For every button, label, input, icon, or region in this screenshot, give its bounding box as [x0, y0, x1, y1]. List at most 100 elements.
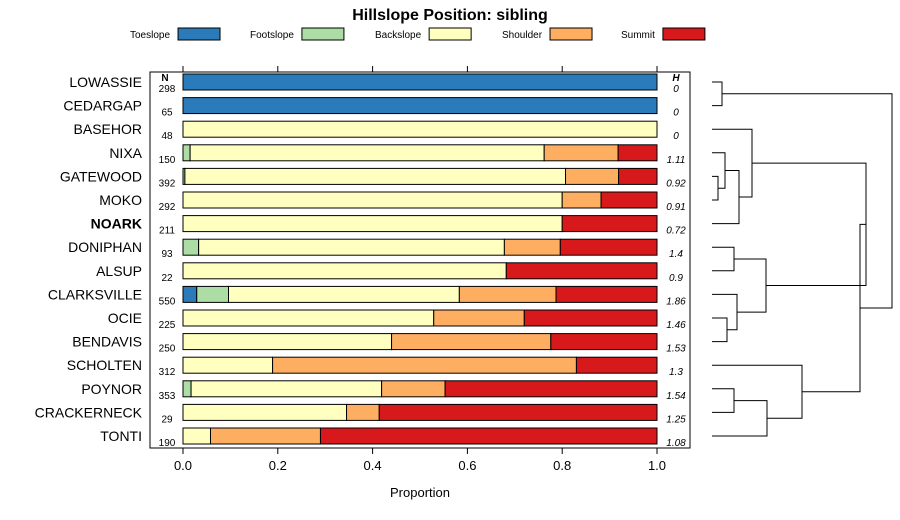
bar-segment-backslope: [198, 238, 505, 256]
legend-swatch-footslope: [301, 27, 345, 41]
legend: Toeslope Footslope Backslope Shoulder Summit: [130, 27, 706, 41]
chart-title: Hillslope Position: sibling: [352, 7, 548, 24]
legend-label-toeslope: Toeslope: [130, 30, 170, 41]
bar-segment-backslope: [182, 215, 563, 233]
row-n-value: 22: [161, 273, 173, 284]
bar-segment-backslope: [182, 333, 393, 351]
x-tick-label: 0.0: [174, 458, 192, 473]
legend-label-backslope: Backslope: [375, 30, 422, 41]
x-axis: 0.0 0.2 0.4 0.6 0.8 1.0: [174, 66, 666, 473]
legend-label-summit: Summit: [621, 30, 655, 41]
dendrogram-branch: [722, 93, 893, 309]
row-h-value: 0: [673, 84, 679, 95]
bar-segment-backslope: [190, 380, 383, 398]
row-label: MOKO: [99, 192, 142, 208]
bar-segment-summit: [319, 427, 658, 445]
row-n-value: 550: [159, 296, 176, 307]
bar-segment-shoulder: [391, 333, 552, 351]
bar-segment-summit: [505, 262, 658, 280]
bar-segment-shoulder: [272, 356, 577, 374]
row-n-value: 292: [159, 202, 176, 213]
row-h-value: 1.11: [667, 155, 686, 166]
legend-swatch-backslope: [428, 27, 472, 41]
dendrogram-branch: [802, 223, 866, 393]
row-n-value: 312: [159, 367, 176, 378]
bar-segment-shoulder: [209, 427, 321, 445]
bar-segment-backslope: [182, 403, 348, 421]
bar-segment-toeslope: [182, 285, 198, 303]
bar-segment-footslope: [196, 285, 230, 303]
plot-frame: [149, 71, 691, 449]
dendrogram-branch: [752, 162, 867, 287]
bar-segment-backslope: [182, 120, 658, 138]
bar-segment-footslope: [182, 144, 191, 162]
row-n-value: 298: [159, 84, 176, 95]
legend-swatch-toeslope: [177, 27, 221, 41]
bar-segment-summit: [600, 191, 658, 209]
row-label: ALSUP: [96, 263, 142, 279]
bar-segment-summit: [618, 167, 658, 185]
dendrogram-branch: [712, 400, 768, 437]
legend-label-footslope: Footslope: [250, 30, 294, 41]
row-n-value: 93: [161, 249, 173, 260]
row-label: LOWASSIE: [69, 74, 142, 90]
x-axis-label: Proportion: [390, 485, 450, 500]
dendrogram-branch: [712, 293, 738, 331]
dendrogram: [712, 81, 893, 437]
dendrogram-branch: [734, 258, 767, 313]
row-h-value: 1.08: [666, 438, 686, 449]
dendrogram-branch: [712, 317, 728, 343]
row-label: OCIE: [108, 310, 142, 326]
row-h-value: 1.25: [666, 414, 686, 425]
row-label: CRACKERNECK: [35, 404, 143, 420]
bar-segment-footslope: [182, 380, 192, 398]
dendrogram-branch: [712, 246, 735, 272]
x-tick-label: 0.2: [269, 458, 287, 473]
row-n-value: 190: [159, 438, 176, 449]
row-h-value: 1.4: [669, 249, 683, 260]
bar-segment-summit: [561, 215, 658, 233]
bar-segment-shoulder: [543, 144, 619, 162]
row-label: BENDAVIS: [72, 334, 142, 350]
x-tick-label: 0.6: [458, 458, 476, 473]
bar-segment-backslope: [228, 285, 460, 303]
bar-segment-toeslope: [182, 97, 658, 115]
x-tick-label: 1.0: [648, 458, 666, 473]
bar-segment-summit: [550, 333, 658, 351]
bar-segment-shoulder: [381, 380, 446, 398]
row-label: NIXA: [109, 145, 142, 161]
bar-segment-backslope: [182, 262, 507, 280]
bar-segment-backslope: [182, 191, 563, 209]
bar-segment-shoulder: [346, 403, 380, 421]
row-label: TONTI: [100, 428, 142, 444]
bar-segment-shoulder: [503, 238, 561, 256]
x-tick-label: 0.4: [364, 458, 382, 473]
row-h-value: 1.46: [666, 320, 686, 331]
bar-segment-summit: [523, 309, 658, 327]
dendrogram-branch: [712, 388, 735, 413]
row-n-value: 250: [159, 344, 176, 355]
row-h-value: 0.72: [666, 226, 686, 237]
n-column-header: N: [161, 73, 168, 84]
bar-segment-summit: [555, 285, 658, 303]
row-n-value: 225: [159, 320, 176, 331]
row-h-value: 1.54: [666, 391, 686, 402]
bar-segment-backslope: [184, 167, 567, 185]
bar-segment-backslope: [182, 309, 435, 327]
row-n-value: 392: [159, 178, 176, 189]
row-label: GATEWOOD: [60, 168, 142, 184]
x-tick-label: 0.8: [553, 458, 571, 473]
bar-segment-toeslope: [182, 73, 658, 91]
legend-swatch-shoulder: [549, 27, 593, 41]
dendrogram-branch: [712, 175, 719, 201]
row-h-value: 1.86: [666, 296, 686, 307]
row-label: SCHOLTEN: [67, 357, 142, 373]
row-label: POYNOR: [81, 381, 142, 397]
bar-segment-summit: [575, 356, 658, 374]
row-n-value: 150: [159, 155, 176, 166]
row-n-value: 211: [159, 226, 175, 237]
bar-segment-backslope: [182, 356, 274, 374]
bar-segment-backslope: [189, 144, 545, 162]
row-h-value: 0: [673, 131, 679, 142]
bar-segment-summit: [378, 403, 658, 421]
